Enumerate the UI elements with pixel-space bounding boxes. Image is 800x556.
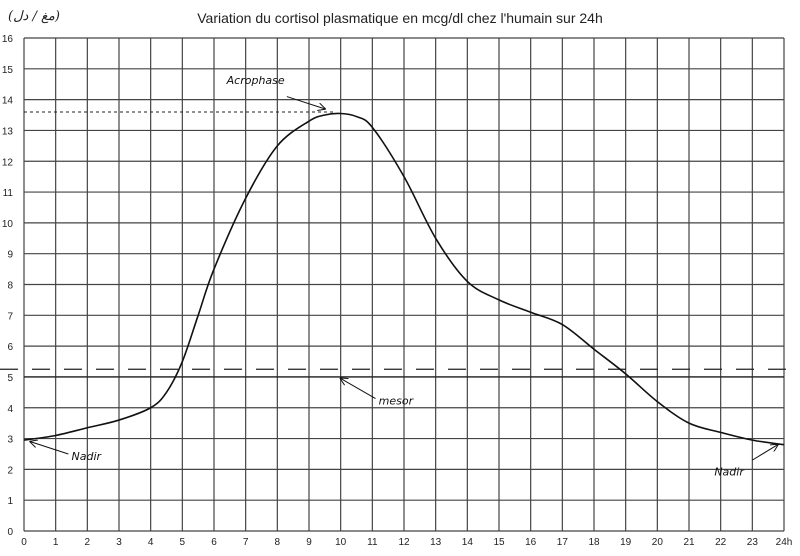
x-tick-label: 12 — [398, 537, 410, 548]
x-tick-label: 10 — [335, 537, 347, 548]
x-tick-label: 5 — [180, 537, 186, 548]
y-tick-label: 0 — [7, 527, 13, 538]
reference-lines — [0, 111, 800, 378]
x-tick-label: 6 — [211, 537, 217, 548]
y-tick-label: 8 — [7, 281, 13, 292]
y-tick-label: 11 — [3, 188, 14, 199]
annotations: Acrophase mesor Nadir Nadir — [30, 74, 777, 479]
x-tick-label: 15 — [493, 537, 505, 548]
x-tick-label: 1 — [53, 537, 59, 548]
annotation-label: Nadir — [714, 466, 745, 479]
y-tick-label: 16 — [2, 34, 14, 45]
y-tick-label: 12 — [2, 157, 14, 168]
x-tick-label: 16 — [525, 537, 537, 548]
annotation-label: Nadir — [72, 450, 103, 463]
grid — [23, 37, 785, 532]
y-tick-label: 2 — [7, 465, 13, 476]
x-tick-label: 18 — [588, 537, 600, 548]
x-tick-label: 11 — [367, 537, 378, 548]
y-tick-label: 1 — [7, 496, 13, 507]
x-tick-label: 4 — [148, 537, 154, 548]
x-tick-label: 2 — [85, 537, 91, 548]
y-tick-label: 3 — [7, 435, 13, 446]
x-tick-label: 23 — [747, 537, 759, 548]
y-tick-label: 14 — [2, 96, 14, 107]
cortisol-curve — [23, 112, 785, 446]
annotation-arrow — [341, 378, 376, 399]
x-tick-label: 20 — [652, 537, 664, 548]
y-tick-label: 9 — [7, 250, 13, 261]
x-tick-label: 9 — [306, 537, 312, 548]
annotation-arrow — [286, 96, 325, 109]
y-tick-label: 5 — [7, 373, 13, 384]
x-tick-label: 24h — [776, 537, 793, 548]
chart-title: Variation du cortisol plasmatique en mcg… — [197, 10, 603, 26]
x-tick-label: 0 — [21, 537, 27, 548]
x-tick-label: 8 — [275, 537, 281, 548]
y-axis-unit-label: (مغ / دل) — [8, 9, 60, 24]
annotation-label: mesor — [379, 395, 415, 408]
x-tick-label: 22 — [715, 537, 727, 548]
x-tick-label: 7 — [243, 537, 249, 548]
x-tick-label: 17 — [557, 537, 569, 548]
y-tick-label: 10 — [2, 219, 14, 230]
y-tick-label: 15 — [2, 65, 14, 76]
annotation-arrow — [30, 442, 69, 455]
x-tick-label: 19 — [620, 537, 632, 548]
x-tick-label: 14 — [462, 537, 474, 548]
tick-labels: 0 1 2 3 4 5 6 7 8 9 10 11 12 13 14 15 16 17 18 19 20 21 22 23 24… — [2, 34, 792, 548]
y-tick-label: 4 — [7, 404, 13, 415]
y-tick-label: 7 — [7, 311, 13, 322]
x-tick-label: 3 — [116, 537, 122, 548]
series — [23, 112, 785, 446]
y-tick-label: 6 — [7, 342, 13, 353]
annotation-arrow — [752, 445, 777, 461]
x-tick-label: 13 — [430, 537, 442, 548]
y-tick-label: 13 — [2, 126, 14, 137]
annotation-label: Acrophase — [226, 74, 285, 87]
x-tick-label: 21 — [683, 537, 695, 548]
